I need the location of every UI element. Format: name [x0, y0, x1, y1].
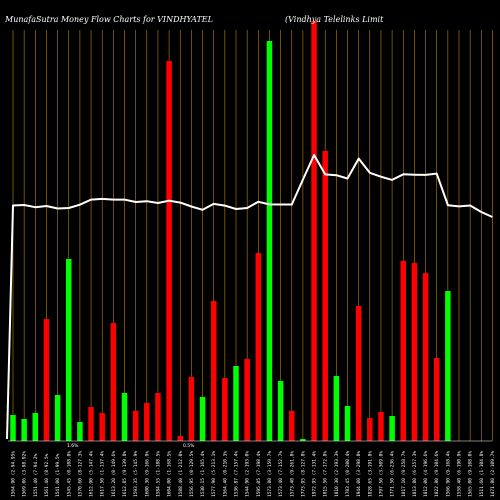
money-flow-bar [99, 413, 105, 441]
money-flow-bar [233, 366, 239, 441]
chart-subtitle: (Vindhya Telelinks Limit [285, 15, 384, 24]
money-flow-bar [266, 41, 273, 441]
money-flow-bar [322, 151, 328, 441]
x-tick-label: 1812.00 (4-196.6% [423, 451, 429, 497]
x-tick-label: 1817.10 (9-258.7% [401, 451, 407, 497]
price-line [6, 154, 493, 440]
money-flow-bar [344, 406, 351, 441]
x-tick-label: 1551.40 (7-94.2% [33, 453, 39, 497]
x-tick-label: 1617.50 (1-137.4% [100, 451, 106, 497]
x-tick-label: 1604.00 (1-168.5% [167, 451, 173, 497]
x-tick-label: 1564.40 (0-210.3% [222, 451, 228, 497]
x-tick-label: 1612.85 (9-139.8% [122, 451, 128, 497]
x-tick-label: 1530.15 (1-165.4% [200, 451, 206, 497]
money-flow-bar [367, 418, 373, 441]
money-flow-bar [400, 261, 406, 441]
money-flow-bar [277, 381, 284, 441]
money-flow-bar [222, 378, 228, 441]
x-tick-label: 1564.90 (2-94.95% [11, 451, 17, 497]
money-flow-bar [433, 358, 440, 441]
x-tick-label: 1593.35 (5-145.9% [133, 451, 139, 497]
x-tick-label: 1828.65 (3-191.8% [367, 451, 373, 497]
x-tick-label: 1613.20 (0-149.6% [111, 451, 117, 497]
money-flow-bar [311, 21, 317, 441]
x-tick-label: 1565.00 (9-108.0% [468, 451, 474, 497]
x-tick-label: 1771.50 (6-236.4% [390, 451, 396, 497]
money-flow-bar [66, 259, 72, 441]
x-tick-label: 1577.90 (5-213.1% [211, 451, 217, 497]
money-flow-bar [289, 411, 295, 441]
money-flow-bar [166, 61, 172, 441]
x-tick-label: 1471.80 (2-109.7% [490, 451, 496, 497]
bar-series [10, 21, 451, 441]
money-flow-bar [177, 436, 183, 441]
money-flow-bar [110, 323, 117, 441]
money-flow-bar [21, 419, 27, 441]
money-flow-bar [132, 411, 139, 441]
money-flow-bar [188, 377, 195, 441]
money-flow-bar [155, 393, 161, 441]
x-tick-label: 1822.80 (9-104.6% [434, 451, 440, 497]
money-flow-bar [121, 393, 128, 441]
money-flow-bar [199, 397, 206, 441]
x-tick-labels: 1564.90 (2-94.95% 1569.06 (3-98.92% 1551.4… [11, 451, 496, 497]
money-flow-bar [88, 407, 94, 441]
x-tick-label: 1561.40 (8-92.5% [44, 453, 50, 497]
x-tick-label: 1783.45 (0-200.4% [345, 451, 351, 497]
money-flow-bar [10, 415, 16, 441]
x-tick-label: 1544.90 (2-193.0% [245, 451, 251, 497]
x-tick-label: 1810.30 (2-193.3% [334, 451, 340, 497]
money-flow-bar [333, 376, 340, 441]
money-flow-bar [77, 422, 83, 441]
x-tick-label: 1595.05 (7-198.4% [256, 451, 262, 497]
money-flow-bar [355, 306, 362, 441]
x-tick-label: 1815.50 (7-172.8% [323, 451, 329, 497]
money-flow-bar [255, 253, 262, 441]
money-flow-bar [244, 359, 250, 441]
money-flow-bar [300, 439, 306, 441]
x-tick-label: 1813.80 (6-257.3% [412, 451, 418, 497]
x-tick-label: 1541.00 (1-99.5% [55, 453, 61, 497]
x-tick-label: 1584.55 (1-188.5% [155, 451, 161, 497]
x-tick-label: 1944.00 (3-298.8% [356, 451, 362, 497]
money-flow-bar [389, 416, 395, 441]
x-tick-label: 1566.90 (9-168.4% [445, 451, 451, 497]
money-flow-bar [43, 319, 50, 441]
x-tick-label: 1570.60 (8-127.3% [77, 451, 83, 497]
price-line-series [6, 154, 493, 440]
x-tick-label: 1536.87 (7-157.4% [234, 451, 240, 497]
x-tick-label: 1573.40 (9-261.8% [289, 451, 295, 497]
x-tick-label: 1773.95 (8-127.8% [300, 451, 306, 497]
annotation-label-1: 1.6% [67, 443, 79, 449]
annotation-label-2: 0.5% [183, 443, 195, 449]
money-flow-bar [422, 273, 429, 441]
x-tick-label: 1972.95 (7-131.4% [312, 451, 318, 497]
x-tick-label: 1511.60 (1-104.8% [479, 451, 485, 497]
money-flow-bar [54, 395, 61, 441]
x-tick-label: 1569.06 (3-98.92% [22, 451, 28, 497]
x-tick-label: 1556.95 (0-129.5% [189, 451, 195, 497]
money-flow-bar [144, 403, 150, 441]
money-flow-bar [445, 291, 451, 441]
x-tick-label: 1573.40 (7-152.7% [278, 451, 284, 497]
x-tick-label: 1612.90 (5-147.4% [89, 451, 95, 497]
money-flow-bar [32, 413, 39, 441]
x-tick-label: 1558.40 (6-190.9% [457, 451, 463, 497]
x-tick-label: 1600.30 (9-166.9% [144, 451, 150, 497]
money-flow-bar [411, 263, 418, 441]
money-flow-bar [378, 412, 384, 441]
x-tick-label: 1573.80 (3-159.7% [267, 451, 273, 497]
money-flow-bar [210, 301, 217, 441]
x-tick-label: 1797.50 (3-309.0% [378, 451, 384, 497]
x-tick-label: 1588.40 (1-212.0% [178, 451, 184, 497]
chart-title: MunafaSutra Money Flow Charts for VINDHY… [4, 15, 213, 24]
x-tick-label: 1545.45 (0-108.0% [66, 451, 72, 497]
